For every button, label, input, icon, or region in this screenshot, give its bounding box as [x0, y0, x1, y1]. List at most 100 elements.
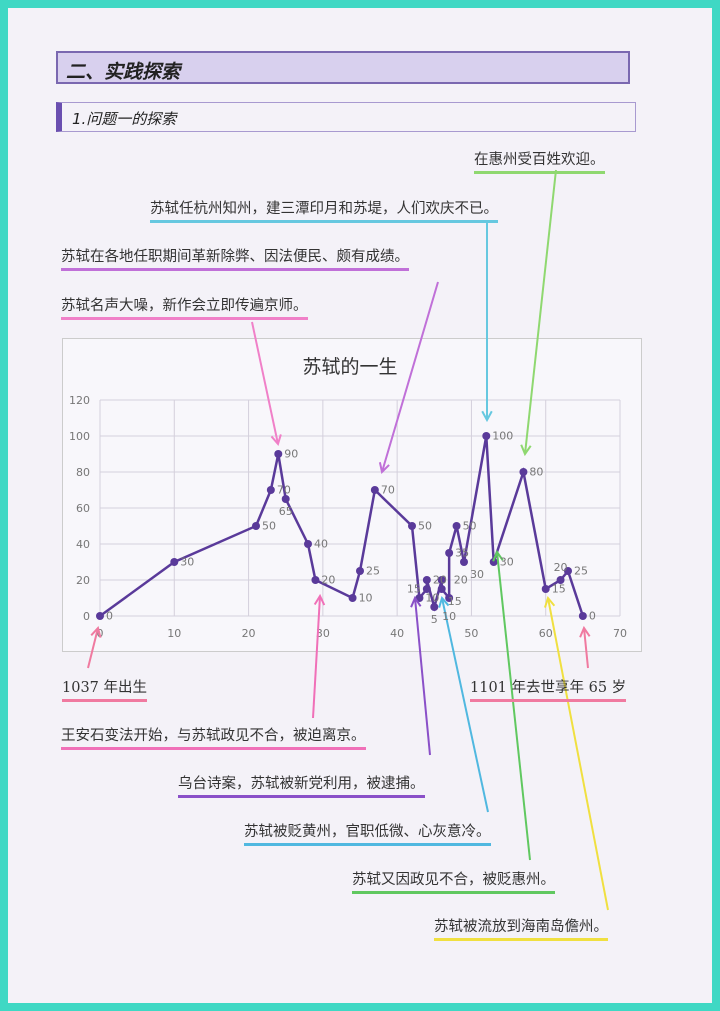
arrow-head-icon [543, 595, 556, 608]
data-label: 0 [106, 610, 113, 623]
arrow-head-icon [270, 434, 282, 447]
data-label: 30 [500, 556, 514, 569]
y-tick-label: 100 [69, 430, 90, 443]
annotation-wang-anshi: 王安石变法开始，与苏轼政见不合，被迫离京。 [61, 724, 366, 750]
data-label: 70 [277, 484, 291, 497]
y-tick-label: 80 [76, 466, 90, 479]
data-point [564, 567, 572, 575]
data-point [452, 522, 461, 530]
arrow-line [251, 321, 279, 445]
annotation-demoted-huizhou: 苏轼又因政见不合，被贬惠州。 [352, 868, 555, 894]
data-point [422, 585, 431, 593]
data-point [266, 486, 275, 494]
data-label: 20 [321, 574, 335, 587]
y-tick-label: 60 [76, 502, 90, 515]
x-tick-label: 50 [464, 627, 478, 640]
data-point [437, 585, 446, 593]
data-label: 20 [433, 574, 447, 587]
data-point [311, 576, 320, 584]
data-point [437, 576, 446, 584]
data-label: 15 [448, 595, 462, 608]
annotation-hangzhou: 苏轼任杭州知州，建三潭印月和苏堤，人们欢庆不已。 [150, 197, 498, 223]
data-point [252, 522, 260, 530]
series-line [99, 435, 585, 618]
y-tick-label: 40 [76, 538, 90, 551]
data-label: 35 [455, 547, 469, 560]
data-point [541, 585, 550, 593]
data-point [519, 468, 528, 476]
data-label: 5 [431, 613, 438, 626]
data-label: 25 [574, 565, 588, 578]
annotation-wutai: 乌台诗案，苏轼被新党利用，被逮捕。 [178, 772, 425, 798]
data-label: 70 [381, 484, 395, 497]
data-point [460, 558, 468, 566]
annotation-danzhou: 苏轼被流放到海南岛儋州。 [434, 915, 608, 941]
data-label: 20 [554, 561, 568, 574]
x-tick-label: 20 [242, 627, 256, 640]
data-point [96, 612, 104, 620]
annotation-huangzhou: 苏轼被贬黄州，官职低微、心灰意冷。 [244, 820, 491, 846]
section-title: 二、实践探索 [56, 51, 630, 84]
data-label: 10 [425, 592, 439, 605]
data-label: 50 [418, 520, 432, 533]
data-label: 100 [492, 430, 513, 443]
data-label: 65 [279, 505, 293, 518]
chart-title: 苏轼的一生 [302, 356, 397, 378]
x-tick-label: 40 [390, 627, 404, 640]
data-label: 25 [366, 565, 380, 578]
data-point [422, 576, 431, 584]
arrow-line [414, 597, 431, 756]
x-tick-label: 70 [613, 627, 627, 640]
y-tick-label: 120 [69, 394, 90, 407]
data-point [304, 540, 312, 548]
x-tick-label: 30 [316, 627, 330, 640]
annotation-birth: 1037 年出生 [62, 676, 148, 702]
arrow-head-icon [520, 444, 532, 457]
data-point [556, 576, 565, 584]
arrow-line [87, 627, 99, 669]
data-label: 40 [314, 538, 328, 551]
data-point [430, 603, 439, 611]
data-point [281, 495, 290, 503]
annotation-huizhou-welcome: 在惠州受百姓欢迎。 [474, 148, 605, 174]
data-label: 50 [262, 520, 276, 533]
data-point [348, 594, 357, 602]
y-tick-label: 20 [76, 574, 90, 587]
arrow-line [441, 597, 489, 813]
arrow-head-icon [579, 625, 591, 638]
arrow-line [583, 627, 589, 669]
x-tick-label: 10 [167, 627, 181, 640]
arrow-head-icon [378, 462, 390, 475]
data-label: 15 [407, 583, 421, 596]
arrow-line [524, 169, 557, 455]
data-label: 20 [454, 574, 468, 587]
data-point [489, 558, 498, 566]
arrow-line [496, 551, 531, 861]
arrow-head-icon [438, 595, 450, 608]
annotation-reforms: 苏轼在各地任职期间革新除弊、因法便民、颇有成绩。 [61, 245, 409, 271]
data-label: 15 [552, 583, 566, 596]
arrow-line [381, 281, 439, 473]
data-label: 10 [359, 592, 373, 605]
data-label: 90 [284, 448, 298, 461]
arrow-head-icon [90, 625, 102, 638]
subsection-title: 1.问题一的探索 [56, 102, 636, 132]
annotation-fame: 苏轼名声大噪，新作会立即传遍京师。 [61, 294, 308, 320]
data-label: 30 [470, 568, 484, 581]
data-label: 10 [442, 610, 456, 623]
data-label: 0 [589, 610, 596, 623]
data-label: 80 [529, 466, 543, 479]
data-point [578, 612, 587, 620]
data-point [170, 558, 179, 566]
data-label: 30 [180, 556, 194, 569]
data-point [370, 486, 379, 494]
arrow-head-icon [481, 410, 493, 423]
annotation-death: 1101 年去世享年 65 岁 [470, 676, 627, 702]
data-point [274, 450, 283, 458]
data-point [408, 522, 416, 530]
arrow-line [312, 595, 321, 719]
y-tick-label: 0 [83, 610, 90, 623]
x-tick-label: 60 [539, 627, 553, 640]
arrow-head-icon [410, 595, 422, 608]
